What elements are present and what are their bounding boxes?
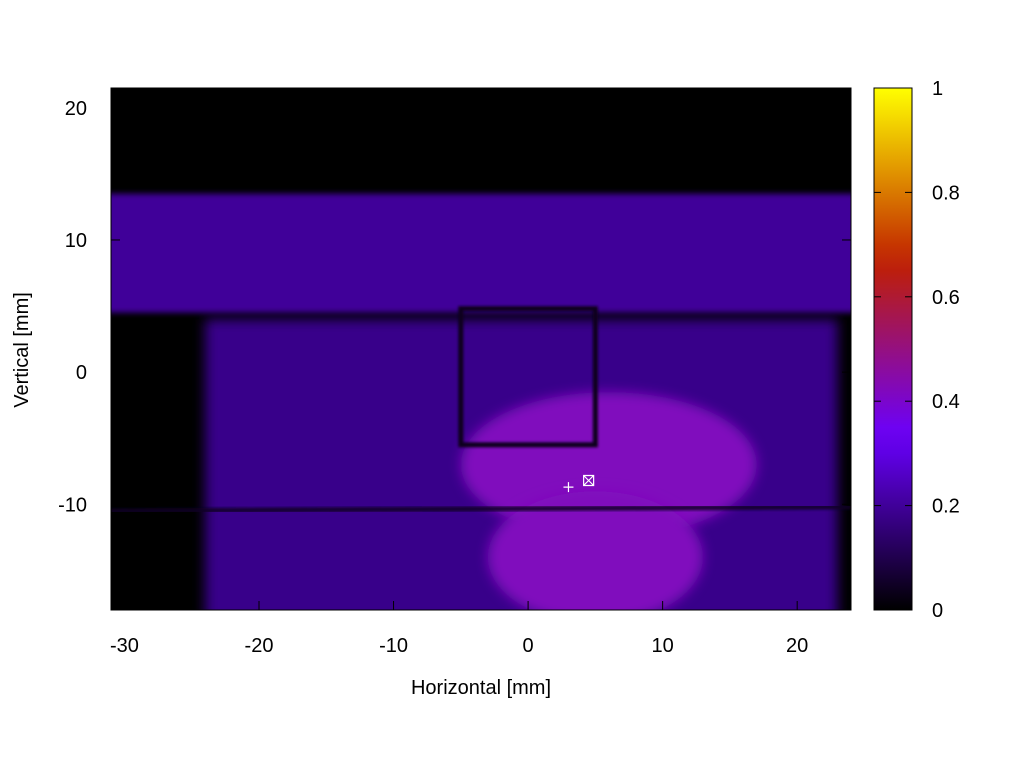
x-tick-label: -20: [245, 635, 274, 657]
y-axis-label: Vertical [mm]: [11, 292, 33, 408]
y-tick-label: 20: [65, 98, 87, 120]
heatmap-image: [111, 88, 851, 610]
beam-spot-lower-lobe: [487, 491, 703, 610]
colorbar-tick-label: 0.4: [932, 391, 960, 413]
y-tick-label: -10: [58, 494, 87, 516]
beam-spot: [460, 391, 757, 538]
open-square-outline: [458, 306, 598, 448]
y-tick-label: 10: [65, 230, 87, 252]
x-tick-label: -30: [110, 635, 139, 657]
markers: [563, 474, 595, 493]
plot-frame: [110, 87, 852, 611]
y-tick-label: 0: [76, 362, 87, 384]
colorbar-tick-label: 0.6: [932, 287, 960, 309]
upper-band-region: [111, 193, 851, 313]
colorbar-axis: 0 0.2 0.4 0.6 0.8 1: [874, 78, 960, 622]
colorbar-tick-label: 0.2: [932, 496, 960, 518]
x-axis: -30 -20 -10 0 10 20: [110, 88, 808, 657]
colorbar-tick-label: 1: [932, 78, 943, 100]
colorbar-tick-label: 0: [932, 600, 943, 622]
grid-wire-horizontal: [111, 504, 851, 514]
x-tick-label: 0: [523, 635, 534, 657]
colorbar: [873, 87, 913, 611]
x-axis-label: Horizontal [mm]: [411, 677, 551, 699]
center-marker: [563, 482, 574, 493]
x-tick-label: 10: [652, 635, 674, 657]
x-tick-label: 20: [786, 635, 808, 657]
centroid-marker: [583, 474, 595, 487]
colorbar-tick-label: 0.8: [932, 182, 960, 204]
x-tick-label: -10: [379, 635, 408, 657]
y-axis: -10 0 10 20: [58, 98, 851, 516]
